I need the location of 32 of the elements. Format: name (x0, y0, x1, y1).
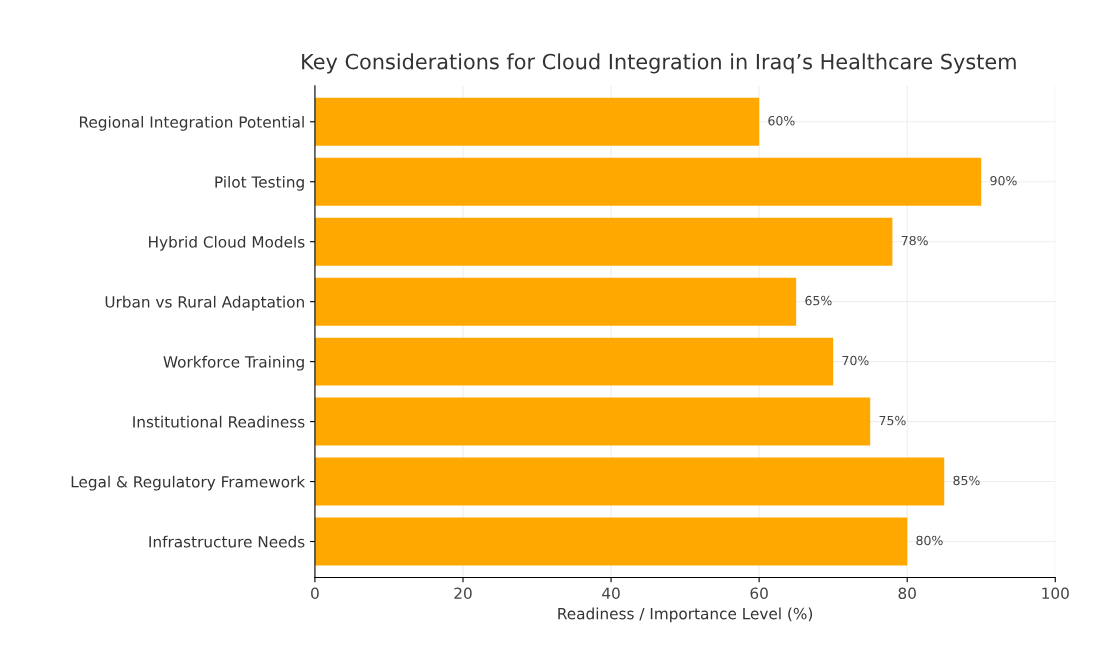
bar (314, 397, 871, 446)
x-tick-label: 60 (750, 587, 768, 600)
x-axis-title: Readiness / Importance Level (%) (558, 607, 813, 623)
x-tick-label: 0 (311, 587, 319, 600)
bar (314, 157, 982, 206)
data-label: 75% (879, 415, 906, 426)
bar (314, 457, 945, 506)
data-label: 70% (842, 355, 869, 366)
y-tick-label: Pilot Testing (215, 175, 304, 191)
bar (314, 517, 908, 566)
y-tick-label: Hybrid Cloud Models (149, 235, 305, 251)
data-label: 60% (768, 115, 795, 126)
bar (314, 217, 893, 266)
y-tick-label: Workforce Training (163, 355, 304, 371)
x-tick-label: 20 (454, 587, 472, 600)
chart-title: Key Considerations for Cloud Integration in Iraq’s Healthcare System (302, 53, 1016, 74)
data-label: 80% (916, 535, 943, 546)
x-tick-label: 80 (898, 587, 916, 600)
y-tick-label: Legal & Regulatory Framework (71, 475, 306, 491)
data-label: 90% (990, 175, 1017, 186)
bar (314, 97, 760, 146)
x-tick-label: 40 (602, 587, 620, 600)
y-tick-label: Institutional Readiness (133, 415, 305, 428)
x-tick-label: 100 (1042, 587, 1069, 600)
y-tick-label: Urban vs Rural Adaptation (105, 295, 304, 311)
y-tick-label: Regional Integration Potential (79, 115, 304, 131)
bar (314, 277, 797, 326)
data-label: 85% (953, 475, 980, 486)
data-label: 65% (805, 295, 832, 306)
y-tick-label: Infrastructure Needs (149, 535, 305, 548)
bar (314, 337, 834, 386)
data-label: 78% (901, 235, 928, 246)
